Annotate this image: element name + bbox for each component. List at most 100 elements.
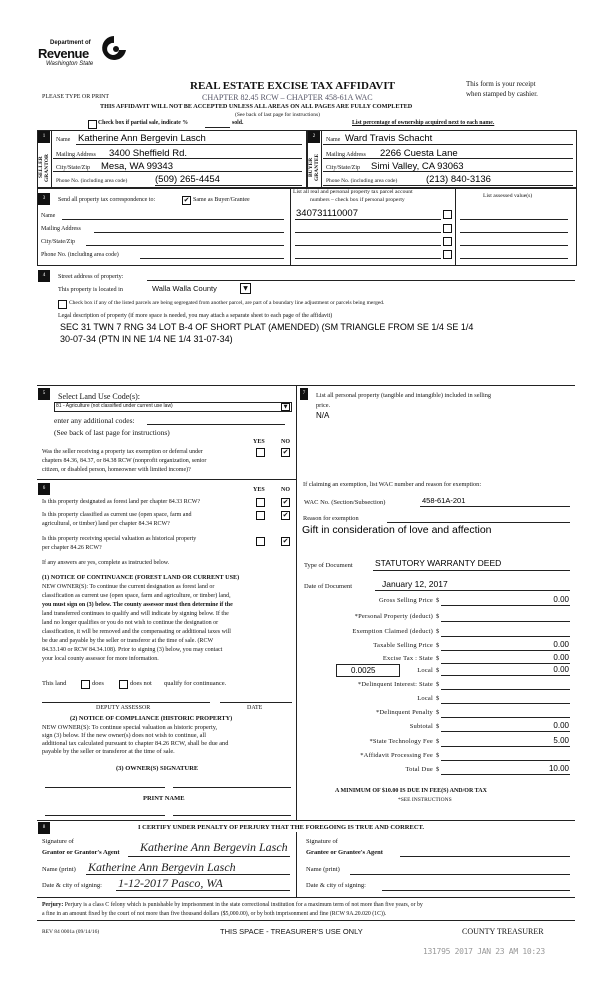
wac-number[interactable]: 458-61A-201: [422, 496, 466, 505]
does-not-qualify-checkbox[interactable]: [119, 680, 128, 689]
does-qualify-checkbox[interactable]: [81, 680, 90, 689]
parcel-number[interactable]: 340731110007: [296, 208, 358, 219]
amount-label: Taxable Selling Price: [373, 642, 433, 649]
grantor-name-print[interactable]: Katherine Ann Bergevin Lasch: [88, 860, 236, 874]
grantor-signature[interactable]: Katherine Ann Bergevin Lasch: [140, 840, 288, 854]
logo-swirl-icon: [102, 36, 126, 60]
amount-label: *Affidavit Processing Fee: [360, 752, 433, 759]
currency-symbol: $: [436, 709, 440, 716]
document-date[interactable]: January 12, 2017: [382, 579, 448, 589]
amount-line: [441, 621, 570, 622]
amount-line: [441, 636, 570, 637]
personal-property-value[interactable]: N/A: [316, 411, 330, 420]
print-name-line-2[interactable]: [173, 815, 291, 816]
segregated-checkbox[interactable]: [58, 300, 67, 309]
currency-symbol: $: [436, 597, 440, 604]
section-4-badge: 4: [38, 270, 50, 282]
land-use-select[interactable]: 81 - Agriculture (not classified under c…: [54, 402, 292, 412]
personal-property-checkbox[interactable]: [443, 250, 452, 259]
section-3-badge: 3: [38, 193, 50, 205]
seller-box: [37, 130, 307, 189]
currency-symbol: $: [436, 752, 440, 759]
amount-value[interactable]: 5.00: [553, 736, 569, 745]
section-7-badge: 7: [300, 388, 308, 400]
seller-mailing[interactable]: 3400 Sheffield Rd.: [109, 148, 187, 159]
amount-line: [441, 703, 570, 704]
amount-label: Exemption Claimed (deduct): [352, 628, 433, 635]
section-6-badge: 6: [38, 483, 50, 495]
exemption-no-checkbox[interactable]: ✔: [281, 448, 290, 457]
exemption-reason[interactable]: Gift in consideration of love and affect…: [302, 524, 492, 536]
assessor-date-line[interactable]: [220, 702, 292, 703]
historic-yes-checkbox[interactable]: [256, 537, 265, 546]
perjury-notice: Perjury: Perjury is a class C felony whi…: [42, 902, 423, 908]
owner-signature-line-2[interactable]: [173, 787, 291, 788]
historic-no-checkbox[interactable]: ✔: [281, 537, 290, 546]
amount-value[interactable]: 0.00: [553, 640, 569, 649]
exemption-yes-checkbox[interactable]: [256, 448, 265, 457]
print-name-line[interactable]: [45, 815, 165, 816]
deputy-assessor-line[interactable]: [42, 702, 210, 703]
amount-label: Excise Tax : State: [382, 655, 433, 662]
local-rate-field[interactable]: 0.0025: [336, 664, 400, 677]
currency-symbol: $: [436, 738, 440, 745]
county-select[interactable]: Walla Walla County: [152, 284, 217, 293]
grantor-date-city[interactable]: 1-12-2017 Pasco, WA: [118, 876, 223, 890]
buyer-phone[interactable]: (213) 840-3136: [426, 174, 491, 185]
section-5-badge: 5: [38, 388, 50, 400]
amount-line: [441, 774, 570, 775]
amount-line: [441, 689, 570, 690]
amount-label: Local: [417, 667, 433, 674]
amount-label: *Delinquent Penalty: [375, 709, 433, 716]
personal-property-checkbox[interactable]: [443, 224, 452, 233]
owner-signature-line[interactable]: [45, 787, 165, 788]
amount-value[interactable]: 0.00: [553, 721, 569, 730]
treasurer-stamp: 131795 2017 JAN 23 AM 10:23: [423, 947, 545, 956]
forest-no-checkbox[interactable]: ✔: [281, 498, 290, 507]
receipt-note: This form is your receipt: [466, 80, 536, 88]
amount-label: Local: [417, 695, 433, 702]
buyer-name[interactable]: Ward Travis Schacht: [345, 133, 433, 144]
grantee-signature-line[interactable]: [400, 856, 570, 857]
amount-value[interactable]: 10.00: [548, 764, 569, 773]
amount-line: [441, 731, 570, 732]
grantee-name-line[interactable]: [350, 874, 570, 875]
forest-yes-checkbox[interactable]: [256, 498, 265, 507]
personal-property-checkbox[interactable]: [443, 210, 452, 219]
amount-value[interactable]: 0.00: [553, 595, 569, 604]
amount-label: *Delinquent Interest: State: [357, 681, 433, 688]
seller-city[interactable]: Mesa, WA 99343: [101, 161, 173, 172]
additional-codes-field[interactable]: [147, 424, 285, 425]
amount-value[interactable]: 0.00: [553, 665, 569, 674]
legal-description[interactable]: SEC 31 TWN 7 RNG 34 LOT B-4 OF SHORT PLA…: [60, 322, 474, 332]
amount-label: *Personal Property (deduct): [354, 613, 433, 620]
partial-sale-checkbox[interactable]: [88, 120, 97, 129]
street-address-field[interactable]: [147, 280, 575, 281]
section-8-badge: 8: [38, 822, 50, 834]
grantee-date-city-line[interactable]: [382, 890, 570, 891]
amount-line: [441, 717, 570, 718]
seller-name[interactable]: Katherine Ann Bergevin Lasch: [78, 133, 206, 144]
currency-symbol: $: [436, 628, 440, 635]
currency-symbol: $: [436, 613, 440, 620]
county-dropdown-icon[interactable]: ▼: [240, 283, 251, 294]
dor-logo: Department of Revenue Washington State: [38, 36, 128, 72]
buyer-box: [307, 130, 577, 189]
same-as-buyer-checkbox[interactable]: ✔: [182, 196, 191, 205]
amount-value[interactable]: 0.00: [553, 653, 569, 662]
current-use-no-checkbox[interactable]: ✔: [281, 511, 290, 520]
land-use-dropdown-icon[interactable]: ▼: [281, 403, 290, 411]
amount-line: [441, 760, 570, 761]
personal-property-checkbox[interactable]: [443, 237, 452, 246]
current-use-yes-checkbox[interactable]: [256, 511, 265, 520]
buyer-mailing[interactable]: 2266 Cuesta Lane: [380, 148, 458, 159]
currency-symbol: $: [436, 655, 440, 662]
section-2-badge: 2: [308, 131, 320, 143]
buyer-city[interactable]: Simi Valley, CA 93063: [371, 161, 464, 172]
amount-label: Total Due: [405, 766, 433, 773]
document-type[interactable]: STATUTORY WARRANTY DEED: [375, 558, 502, 568]
section-3-box: [37, 187, 577, 266]
seller-phone[interactable]: (509) 265-4454: [155, 174, 220, 185]
currency-symbol: $: [436, 667, 440, 674]
section-1-badge: 1: [38, 131, 50, 143]
